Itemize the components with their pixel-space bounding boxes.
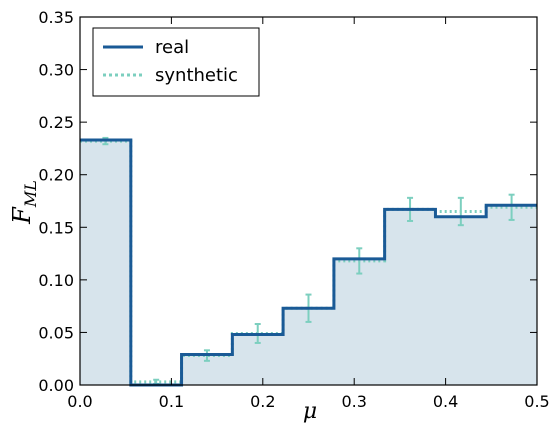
x-tick-label: 0.3	[341, 392, 366, 411]
legend: real synthetic	[92, 27, 260, 97]
synthetic-errorbar	[153, 378, 160, 385]
synthetic-errorbar	[508, 193, 515, 221]
y-tick-label: 0.35	[38, 8, 74, 27]
y-tick-label: 0.15	[38, 218, 74, 237]
legend-synthetic-label: synthetic	[155, 65, 238, 86]
real-area-fill	[80, 140, 537, 385]
y-axis-label-subscript: ML	[21, 180, 40, 208]
y-axis-label: FML	[8, 180, 40, 225]
tick-layer: 0.0 0.1 0.2 0.3 0.4 0.5 0.00 0.05 0.10 0.15 0.20 0.…	[38, 8, 549, 411]
x-tick-label: 0.1	[159, 392, 184, 411]
y-tick-label: 0.25	[38, 113, 74, 132]
x-tick-label: 0.4	[433, 392, 458, 411]
y-tick-label: 0.20	[38, 166, 74, 185]
y-axis-label-main: F	[8, 206, 36, 225]
legend-box	[92, 27, 260, 97]
x-axis-label: μ	[303, 399, 317, 424]
axes-frame	[79, 16, 538, 386]
plot-frame	[79, 16, 538, 386]
y-tick-label: 0.10	[38, 271, 74, 290]
y-tick-label: 0.00	[38, 376, 74, 395]
x-tick-label: 0.5	[524, 392, 549, 411]
synthetic-errorbar	[356, 247, 363, 275]
x-tick-label: 0.0	[67, 392, 92, 411]
y-tick-label: 0.05	[38, 323, 74, 342]
legend-real-label: real	[155, 37, 189, 58]
synthetic-errorbar	[457, 196, 464, 227]
y-tick-label: 0.30	[38, 61, 74, 80]
x-tick-label: 0.2	[250, 392, 275, 411]
svg-text:FML: FML	[8, 180, 40, 225]
real-fill-layer	[80, 140, 537, 385]
